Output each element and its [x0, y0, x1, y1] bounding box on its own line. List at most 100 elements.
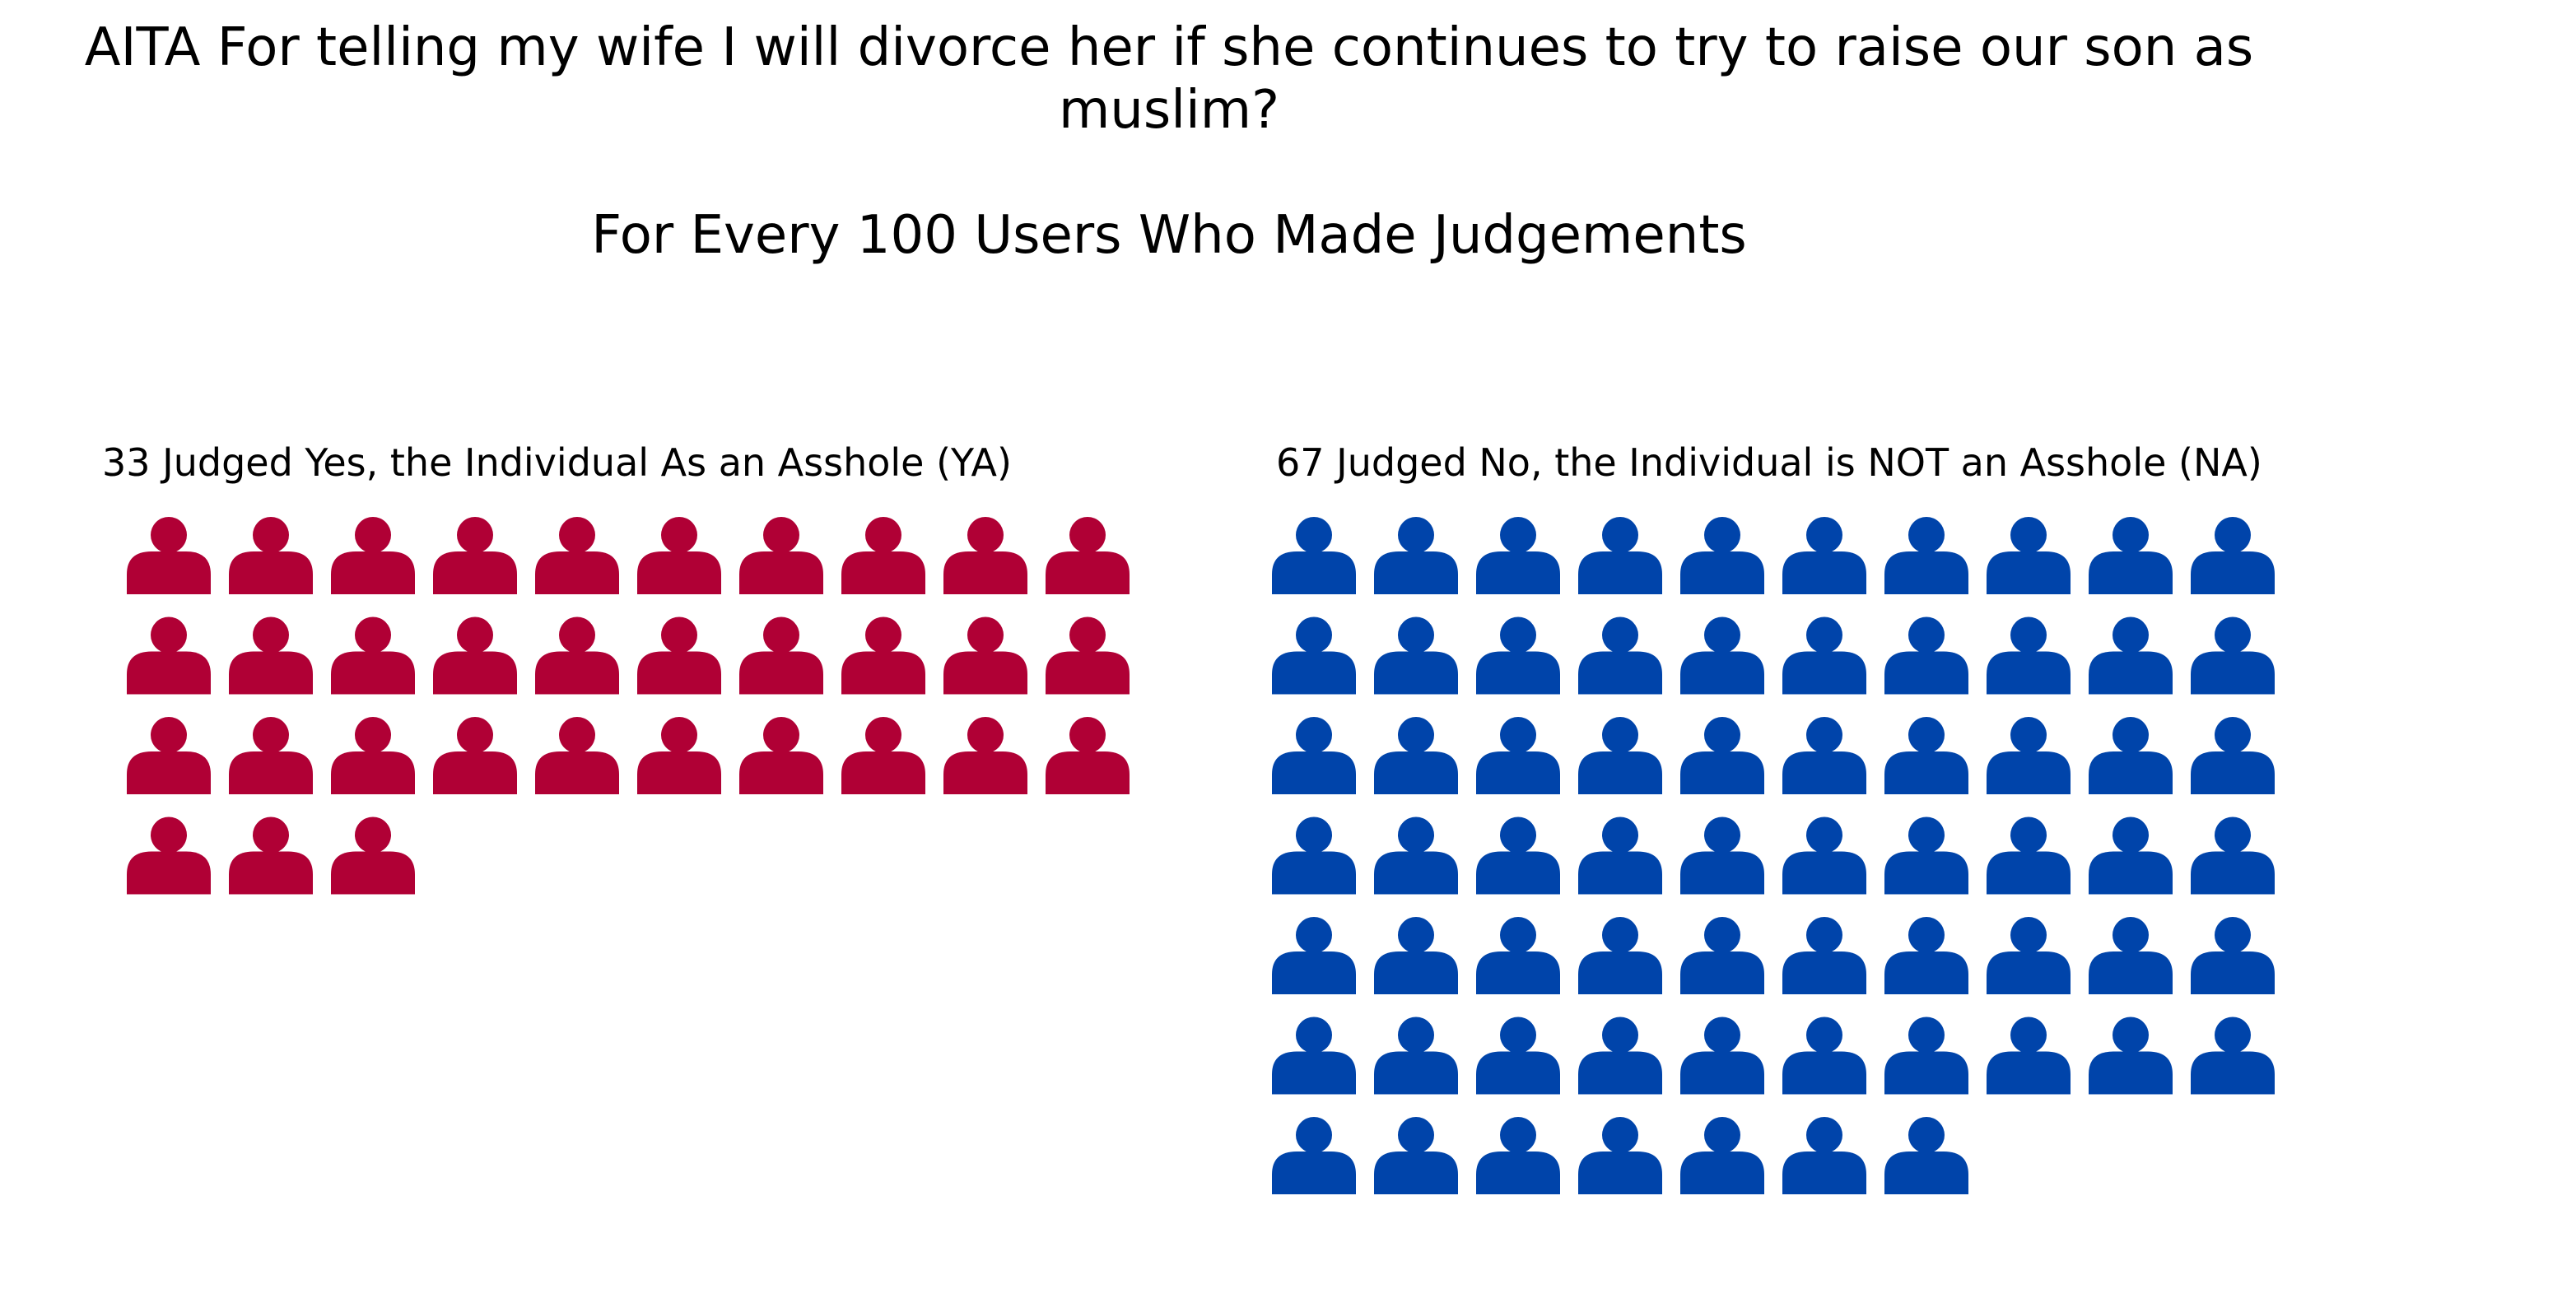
person-icon: [1374, 1117, 1458, 1194]
person-icon: [1884, 517, 1968, 594]
person-icon: [2089, 917, 2173, 994]
person-icon: [1272, 517, 1356, 594]
person-icon: [943, 616, 1027, 695]
person-icon: [739, 517, 823, 594]
person-icon: [1578, 717, 1662, 794]
person-icon: [1374, 817, 1458, 895]
person-icon: [1272, 717, 1356, 794]
person-icon: [1046, 717, 1130, 794]
person-icon: [229, 817, 313, 895]
person-icon: [1476, 517, 1560, 594]
person-icon: [229, 517, 313, 594]
person-icon: [535, 717, 619, 794]
person-icon: [2191, 1017, 2275, 1095]
person-icon: [1272, 1117, 1356, 1194]
person-icon: [1374, 517, 1458, 594]
person-icon: [2089, 817, 2173, 895]
person-icon: [331, 616, 415, 695]
person-icon: [1578, 1117, 1662, 1194]
person-icon: [1782, 817, 1866, 895]
chart-title-line: AITA For telling my wife I will divorce …: [84, 17, 2254, 78]
person-icon: [229, 717, 313, 794]
person-icon: [1680, 717, 1764, 794]
person-icon: [1476, 717, 1560, 794]
person-icon: [1884, 917, 1968, 994]
person-icon: [841, 717, 925, 794]
person-icon: [1272, 917, 1356, 994]
person-icon: [1987, 817, 2071, 895]
person-icon: [1578, 616, 1662, 695]
chart-title: AITA For telling my wife I will divorce …: [0, 16, 2338, 142]
person-icon: [1987, 717, 2071, 794]
person-icon: [1782, 917, 1866, 994]
person-icon: [1782, 517, 1866, 594]
person-icon: [331, 817, 415, 895]
person-icon: [1782, 1117, 1866, 1194]
person-icon: [127, 717, 211, 794]
person-icon: [637, 517, 721, 594]
person-icon: [2191, 616, 2275, 695]
person-icon: [1374, 1017, 1458, 1095]
person-icon: [1782, 717, 1866, 794]
person-icon: [841, 517, 925, 594]
person-icon: [1374, 717, 1458, 794]
ya-icon-grid: [127, 517, 1130, 895]
person-icon: [1987, 1017, 2071, 1095]
person-icon: [127, 517, 211, 594]
person-icon: [1680, 1117, 1764, 1194]
person-icon: [433, 517, 517, 594]
person-icon: [1374, 917, 1458, 994]
person-icon: [535, 616, 619, 695]
person-icon: [127, 616, 211, 695]
person-icon: [943, 517, 1027, 594]
person-icon: [1476, 616, 1560, 695]
chart-title-line: muslim?: [1058, 80, 1280, 141]
person-icon: [1680, 917, 1764, 994]
person-icon: [229, 616, 313, 695]
person-icon: [433, 616, 517, 695]
person-icon: [1578, 1017, 1662, 1095]
person-icon: [331, 517, 415, 594]
na-icon-grid: [1272, 517, 2275, 1194]
person-icon: [2089, 1017, 2173, 1095]
person-icon: [1680, 817, 1764, 895]
person-icon: [1578, 817, 1662, 895]
person-icon: [1987, 517, 2071, 594]
person-icon: [1884, 817, 1968, 895]
person-icon: [943, 717, 1027, 794]
person-icon: [1476, 917, 1560, 994]
person-icon: [841, 616, 925, 695]
panel-title-ya: 33 Judged Yes, the Individual As an Assh…: [102, 440, 1012, 485]
person-icon: [1884, 1117, 1968, 1194]
person-icon: [1476, 1117, 1560, 1194]
person-icon: [1046, 616, 1130, 695]
person-icon: [1272, 1017, 1356, 1095]
person-icon: [1578, 517, 1662, 594]
person-icon: [1272, 817, 1356, 895]
person-icon: [1476, 817, 1560, 895]
person-icon: [2089, 717, 2173, 794]
person-icon: [1680, 1017, 1764, 1095]
person-icon: [1782, 1017, 1866, 1095]
person-icon: [637, 616, 721, 695]
person-icon: [1884, 1017, 1968, 1095]
person-icon: [331, 717, 415, 794]
person-icon: [2191, 817, 2275, 895]
panel-title-na: 67 Judged No, the Individual is NOT an A…: [1276, 440, 2262, 485]
person-icon: [1476, 1017, 1560, 1095]
person-icon: [1987, 616, 2071, 695]
person-icon: [433, 717, 517, 794]
person-icon: [1680, 517, 1764, 594]
person-icon: [127, 817, 211, 895]
person-icon: [1272, 616, 1356, 695]
person-icon: [2191, 717, 2275, 794]
person-icon: [1884, 717, 1968, 794]
person-icon: [1680, 616, 1764, 695]
person-icon: [739, 616, 823, 695]
chart-subtitle: For Every 100 Users Who Made Judgements: [591, 205, 1747, 266]
person-icon: [2089, 517, 2173, 594]
person-icon: [1987, 917, 2071, 994]
person-icon: [2191, 517, 2275, 594]
person-icon: [1578, 917, 1662, 994]
